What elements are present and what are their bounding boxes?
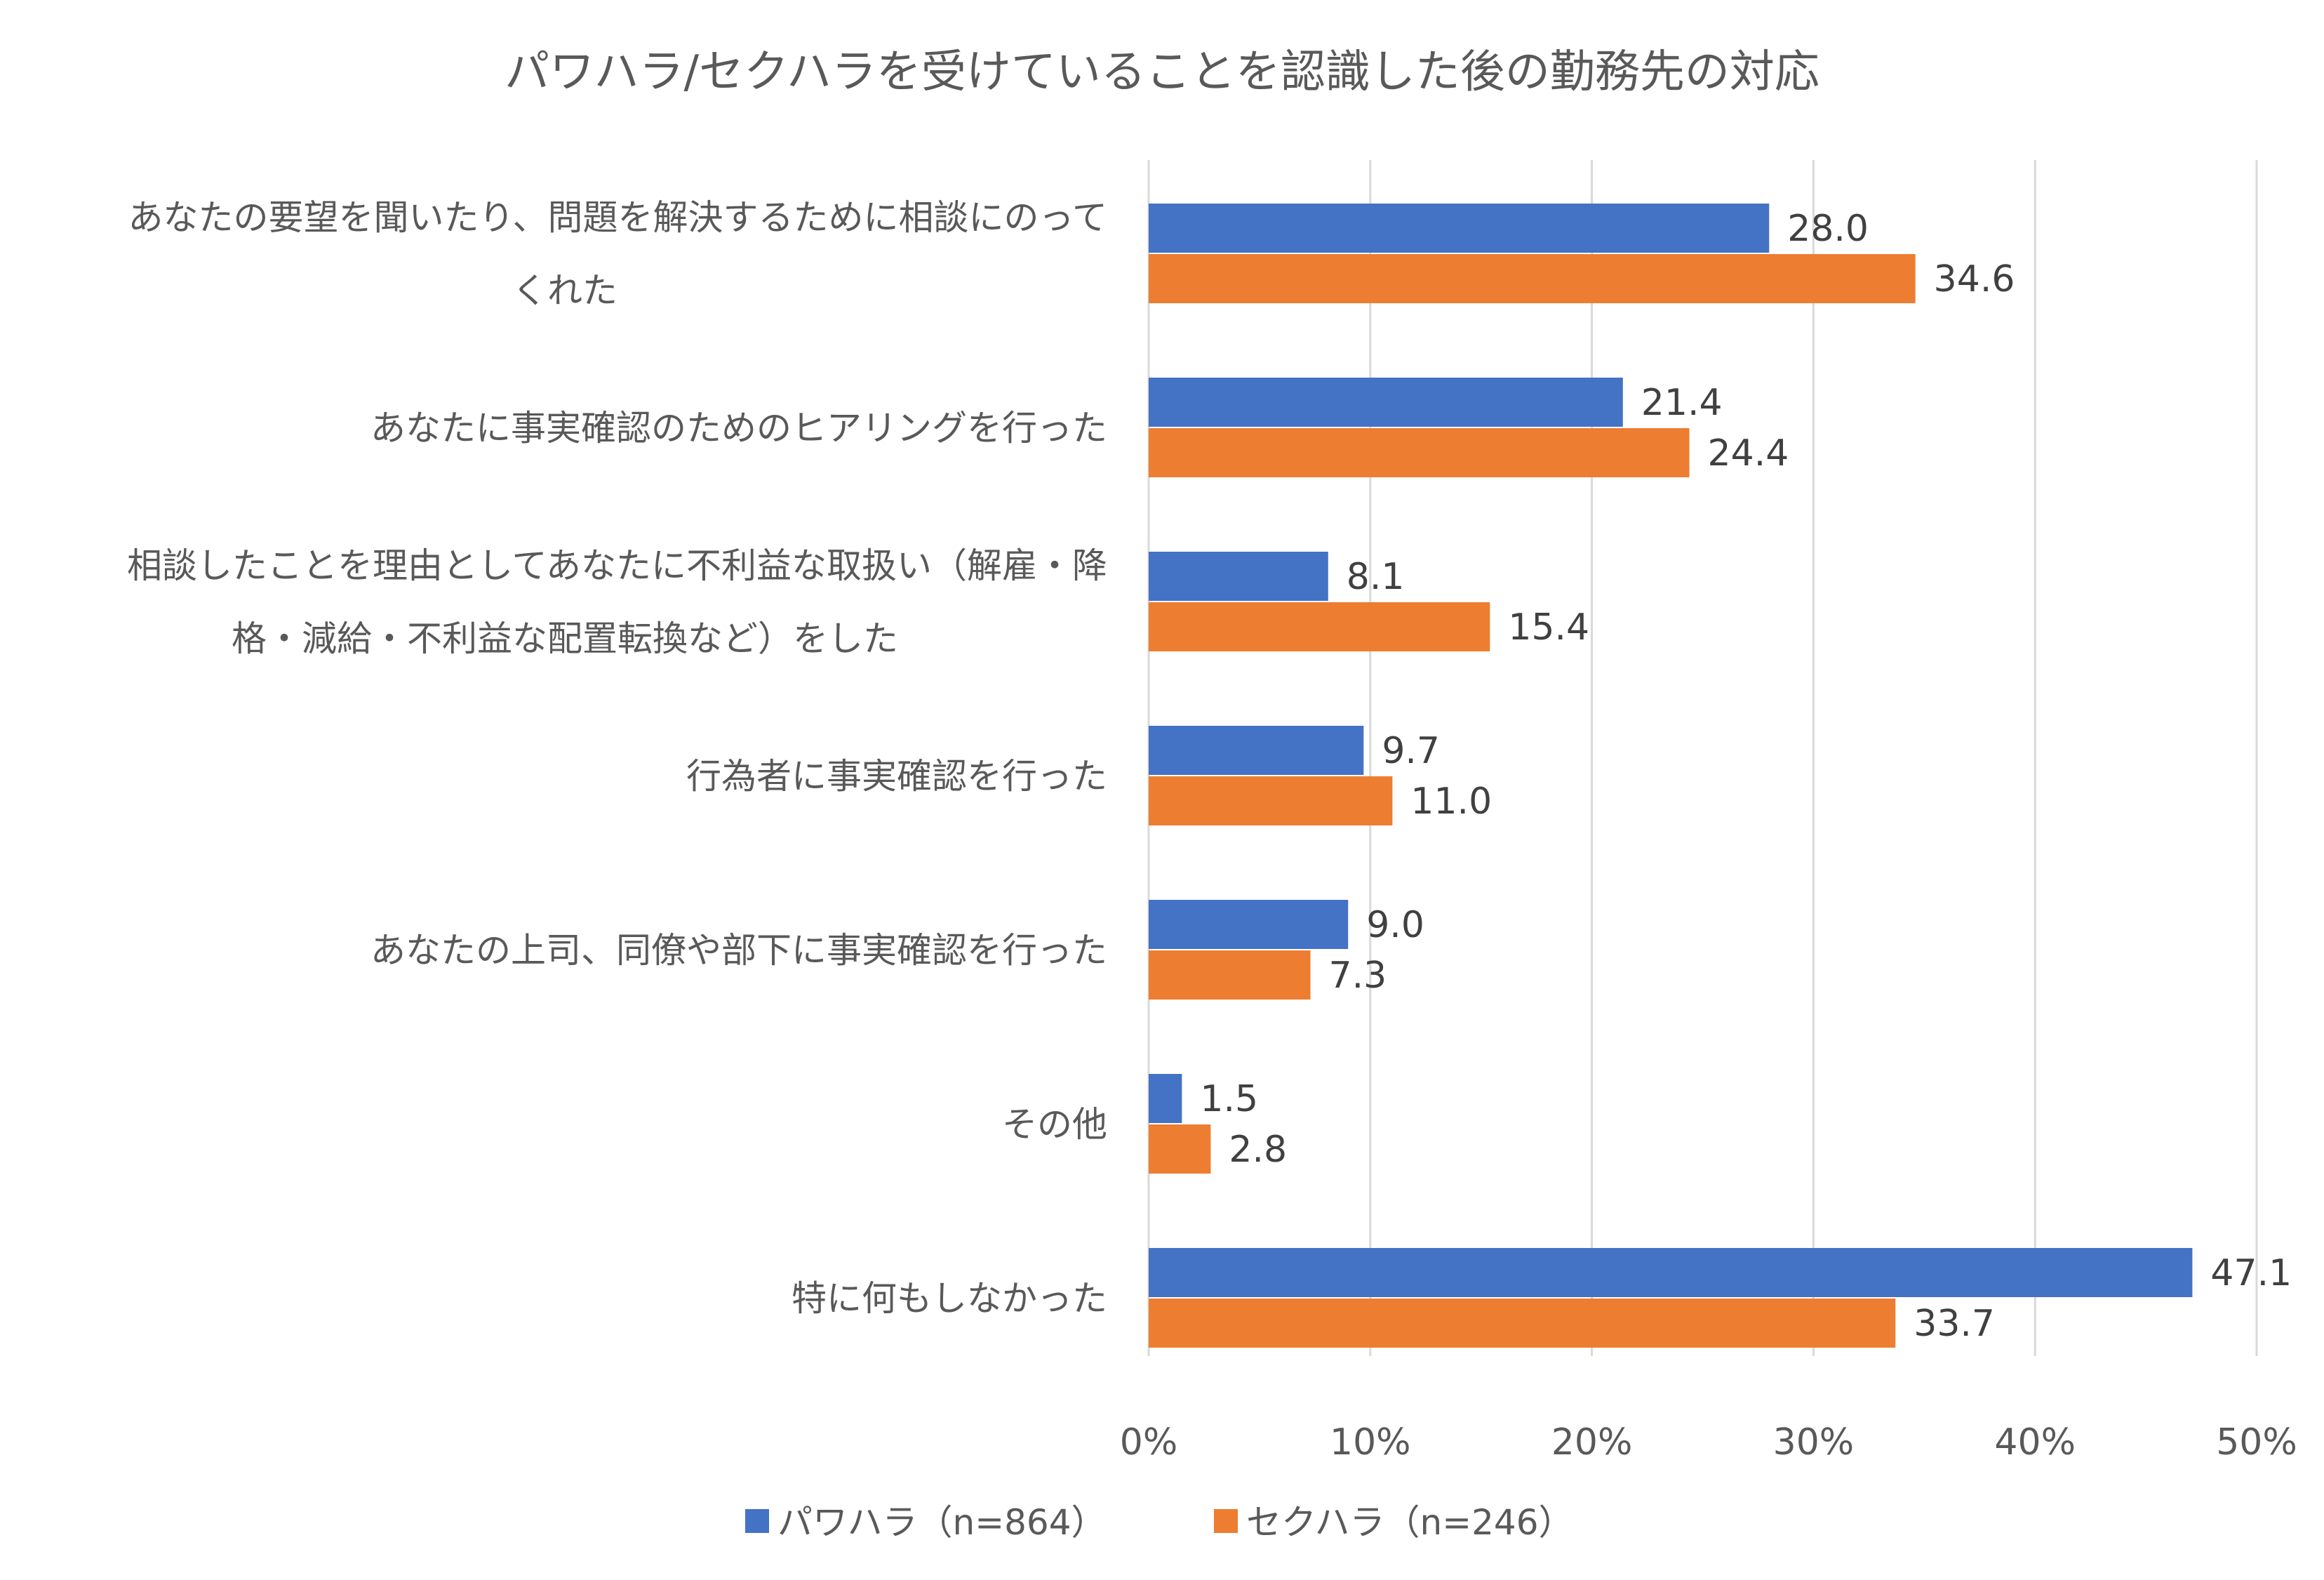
value-label-series0-cat1: 21.4 — [1641, 382, 1723, 424]
category-label-4-line-0: あなたの上司、同僚や部下に事実確認を行った — [370, 930, 1107, 971]
bar-series0-cat0 — [1149, 204, 1770, 253]
bar-series0-cat1 — [1149, 378, 1623, 427]
bar-series0-cat4 — [1149, 900, 1349, 949]
legend: パワハラ（n=864） セクハラ（n=246） — [745, 1502, 1574, 1543]
x-tick-label-3: 30% — [1773, 1421, 1855, 1463]
category-label-1-line-0: あなたに事実確認のためのヒアリングを行った — [370, 408, 1107, 449]
x-tick-label-1: 10% — [1330, 1421, 1411, 1463]
x-tick-label-0: 0% — [1120, 1421, 1178, 1463]
category-label-3-line-0: 行為者に事実確認を行った — [686, 756, 1107, 797]
legend-label-1: セクハラ（n=246） — [1246, 1502, 1574, 1543]
value-labels: 28.0 34.6 21.4 24.4 8.1 15.4 9.7 11.0 9.0 7.3 1.5 2… — [1200, 208, 2292, 1345]
value-label-series0-cat5: 1.5 — [1200, 1078, 1258, 1120]
bar-series1-cat6 — [1149, 1299, 1896, 1348]
bar-series0-cat2 — [1149, 552, 1328, 601]
value-label-series0-cat3: 9.7 — [1382, 730, 1440, 772]
value-label-series1-cat3: 11.0 — [1410, 781, 1492, 823]
bar-series0-cat5 — [1149, 1074, 1182, 1123]
legend-label-0: パワハラ（n=864） — [777, 1502, 1107, 1543]
category-labels: あなたの要望を聞いたり、問題を解決するために相談にのってくれたあなたに事実確認の… — [127, 197, 1107, 1319]
x-tick-label-4: 40% — [1994, 1421, 2076, 1463]
category-label-5-line-0: その他 — [1002, 1104, 1107, 1145]
category-label-2-line-0: 相談したことを理由としてあなたに不利益な取扱い（解雇・降 — [127, 545, 1107, 586]
value-label-series1-cat4: 7.3 — [1329, 955, 1387, 997]
value-label-series1-cat0: 34.6 — [1934, 258, 2015, 300]
legend-swatch-0 — [745, 1509, 769, 1533]
bar-series1-cat4 — [1149, 950, 1311, 1000]
bar-series1-cat5 — [1149, 1124, 1211, 1174]
category-label-2-line-1: 格・減給・不利益な配置転換など）をした — [232, 618, 898, 659]
bar-series1-cat0 — [1149, 254, 1916, 303]
legend-swatch-1 — [1214, 1509, 1238, 1533]
value-label-series0-cat2: 8.1 — [1347, 556, 1405, 598]
bar-series0-cat6 — [1149, 1248, 2193, 1297]
value-label-series0-cat0: 28.0 — [1787, 208, 1869, 250]
bar-series1-cat1 — [1149, 428, 1690, 477]
chart-title: パワハラ/セクハラを受けていることを認識した後の勤務先の対応 — [505, 46, 1819, 98]
value-label-series1-cat1: 24.4 — [1708, 432, 1789, 474]
bar-series1-cat2 — [1149, 602, 1490, 651]
x-tick-label-5: 50% — [2216, 1421, 2297, 1463]
bar-series0-cat3 — [1149, 726, 1364, 775]
bar-series1-cat3 — [1149, 776, 1393, 825]
category-label-6-line-0: 特に何もしなかった — [792, 1278, 1107, 1319]
bars-layer — [1149, 204, 2193, 1348]
category-label-0-line-1: くれた — [512, 270, 617, 311]
value-label-series0-cat6: 47.1 — [2210, 1252, 2292, 1294]
value-label-series0-cat4: 9.0 — [1366, 904, 1424, 946]
value-label-series1-cat6: 33.7 — [1914, 1303, 1995, 1345]
category-label-0-line-0: あなたの要望を聞いたり、問題を解決するために相談にのって — [128, 197, 1108, 238]
value-label-series1-cat2: 15.4 — [1508, 606, 1589, 649]
x-axis-tick-labels: 0% 10% 20% 30% 40% 50% — [1120, 1421, 2297, 1463]
value-label-series1-cat5: 2.8 — [1229, 1129, 1287, 1171]
x-tick-label-2: 20% — [1551, 1421, 1633, 1463]
